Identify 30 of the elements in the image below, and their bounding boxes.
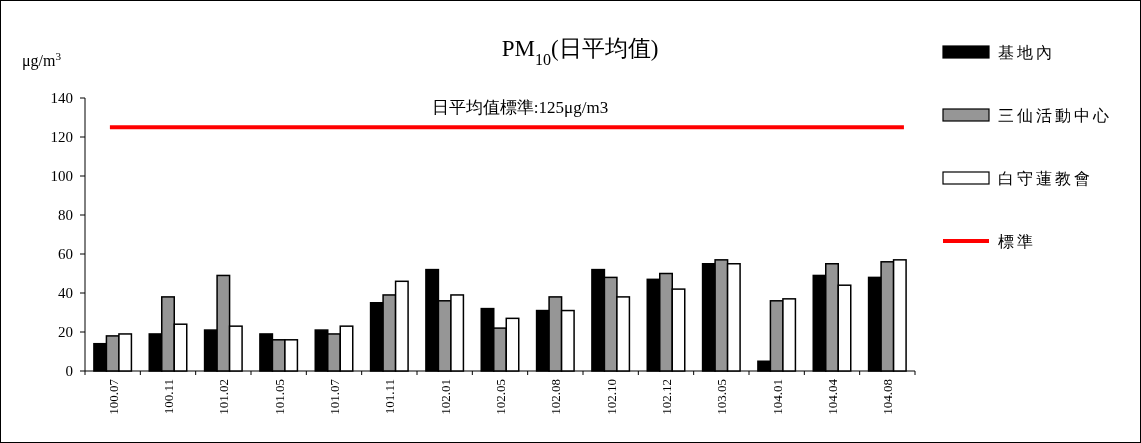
x-tick-label: 101.02	[216, 379, 232, 415]
x-tick-label: 104.01	[769, 379, 785, 415]
x-tick-label: 100.07	[105, 378, 121, 415]
legend-label: 三仙活動中心	[998, 107, 1112, 124]
x-tick-label: 104.08	[880, 379, 896, 415]
x-tick-label: 102.12	[659, 379, 674, 415]
x-tick-label: 101.11	[382, 379, 398, 415]
x-tick-label: 102.01	[437, 379, 453, 415]
x-tick-label: 102.05	[493, 379, 508, 415]
x-tick-label: 101.07	[327, 378, 342, 415]
legend-label: 基地內	[998, 44, 1055, 61]
chart-title: PM$_{10}$(日平均值)	[501, 36, 659, 68]
y-tick-label: 60	[58, 246, 73, 262]
y-tick-label: 0	[65, 363, 73, 379]
y-axis-title: μg/m$^{3}$	[22, 50, 62, 70]
y-tick-label: 140	[50, 90, 73, 106]
x-tick-label: 103.05	[714, 379, 730, 415]
x-tick-label: 104.04	[825, 378, 840, 415]
x-tick-label: 100.11	[161, 379, 176, 415]
legend-label: 標準	[998, 233, 1036, 250]
x-tick-label: 102.10	[603, 379, 619, 415]
annotation: 日平均值標準:125μg/m3	[431, 98, 609, 117]
y-tick-label: 20	[58, 324, 73, 340]
y-tick-label: 40	[58, 285, 73, 301]
y-tick-label: 100	[50, 168, 73, 184]
x-tick-label: 102.08	[548, 379, 564, 415]
y-tick-label: 80	[58, 207, 73, 223]
legend-label: 白守蓮教會	[998, 170, 1093, 187]
x-tick-label: 101.05	[271, 379, 287, 415]
y-tick-label: 120	[50, 129, 73, 145]
